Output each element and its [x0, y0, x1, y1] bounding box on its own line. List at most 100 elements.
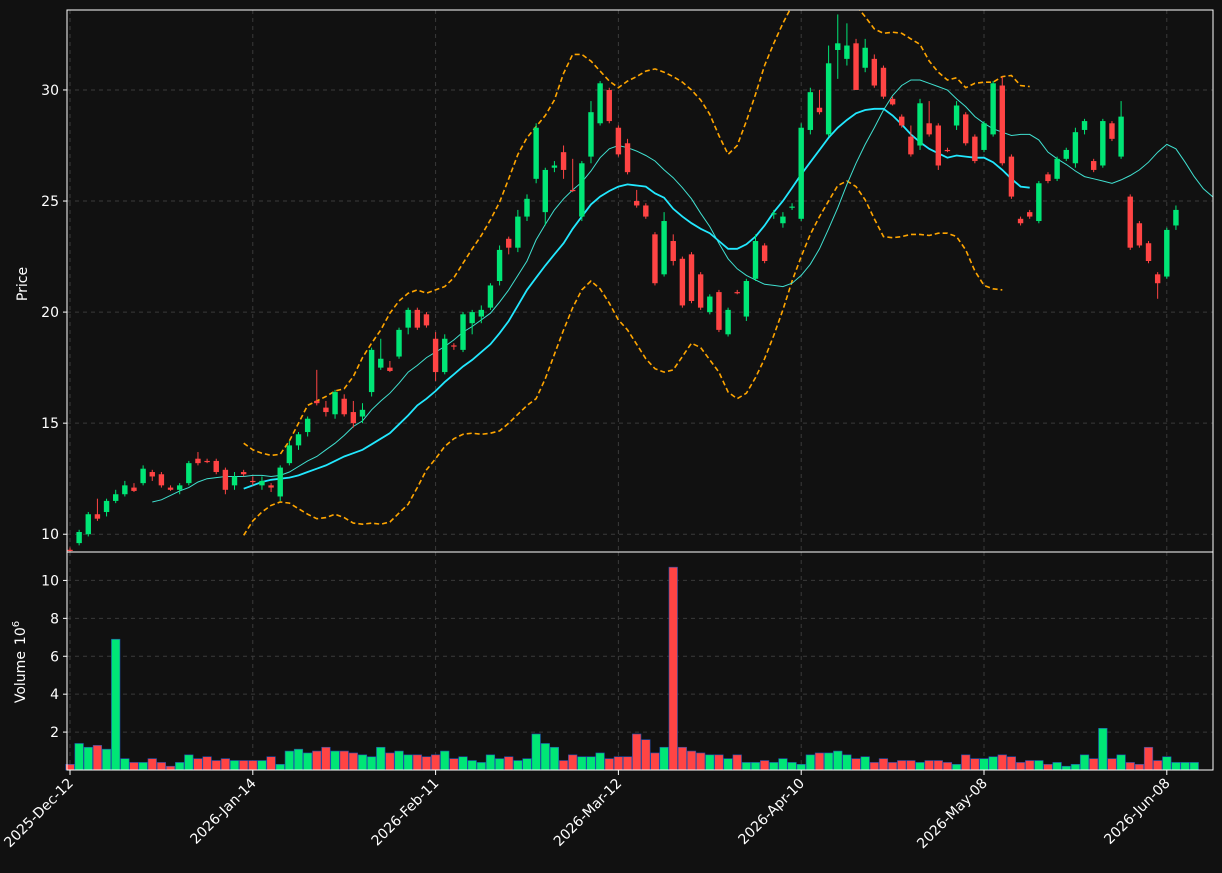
volume-bar	[303, 752, 313, 771]
candlestick	[1063, 147, 1069, 162]
candlestick	[451, 343, 457, 350]
candle-body	[131, 487, 137, 491]
volume-bar	[1134, 764, 1144, 771]
candlestick	[615, 125, 622, 157]
candlestick	[387, 360, 393, 373]
candlestick	[332, 389, 338, 419]
candlestick	[917, 98, 923, 150]
candle-body	[679, 258, 686, 306]
volume-bar	[677, 746, 687, 771]
volume-bar	[769, 762, 779, 771]
volume-bar	[1107, 758, 1117, 771]
candle-body	[1109, 123, 1115, 139]
candlestick	[167, 485, 174, 491]
candle-body	[304, 418, 311, 433]
volume-bar	[531, 733, 541, 771]
candlestick	[122, 480, 128, 497]
candlestick	[405, 307, 411, 335]
candlestick	[816, 89, 823, 115]
volume-bar	[239, 760, 249, 771]
volume-bar	[504, 756, 514, 771]
candlestick	[588, 101, 594, 164]
volume-bar	[513, 760, 523, 771]
volume-bar	[750, 762, 761, 771]
candle-body	[926, 123, 932, 135]
candlestick	[341, 394, 347, 417]
volume-bar	[193, 758, 203, 771]
candle-body	[871, 58, 878, 86]
candle-body	[368, 349, 375, 393]
candle-body	[496, 249, 503, 281]
candle-body	[597, 83, 603, 124]
candle-body	[542, 169, 548, 213]
candle-body	[414, 309, 421, 328]
candle-body	[935, 125, 941, 166]
candle-body	[789, 206, 795, 208]
candlestick	[780, 212, 786, 228]
candlestick	[1118, 101, 1124, 159]
volume-bar	[440, 750, 450, 771]
candlestick	[533, 123, 539, 184]
candlestick	[643, 203, 649, 219]
candlestick	[771, 209, 777, 219]
volume-y-tick-label: 6	[50, 649, 59, 665]
candlestick	[368, 347, 375, 397]
candlestick	[579, 161, 585, 222]
volume-bar	[1089, 758, 1099, 771]
candle-body	[149, 472, 155, 477]
candlestick	[515, 209, 521, 253]
volume-bar	[275, 764, 285, 771]
candle-body	[432, 338, 439, 373]
volume-bar	[696, 752, 706, 771]
candlestick	[798, 123, 804, 222]
volume-bar	[220, 758, 230, 771]
candlestick	[1027, 209, 1033, 219]
candlestick	[277, 465, 283, 501]
candlestick	[1017, 216, 1024, 226]
volume-axis-label-text: Volume	[13, 651, 29, 703]
price-y-tick-label: 10	[41, 527, 59, 543]
candle-body	[752, 241, 759, 279]
candle-body	[999, 85, 1005, 164]
candle-body	[1072, 132, 1079, 164]
candle-body	[707, 296, 713, 313]
candlestick	[990, 81, 996, 137]
volume-bar	[1052, 762, 1062, 771]
candlestick	[1136, 221, 1143, 248]
candlestick	[981, 121, 987, 153]
volume-bar	[147, 758, 157, 771]
volume-bar	[558, 760, 569, 771]
candlestick	[378, 338, 384, 370]
price-y-ticks: 10 15 20 25 30	[41, 83, 67, 543]
candlestick	[432, 332, 439, 381]
volume-bar	[111, 638, 121, 771]
volume-bar	[430, 754, 441, 771]
candle-body	[798, 127, 804, 219]
candlestick	[1090, 158, 1097, 173]
candlestick	[761, 243, 768, 264]
volume-bar	[659, 746, 669, 771]
candle-body	[487, 285, 494, 308]
candle-body	[917, 103, 923, 146]
candle-body	[816, 107, 823, 113]
candle-body	[122, 485, 128, 495]
candlestick	[186, 460, 192, 486]
candle-body	[670, 241, 676, 262]
candle-body	[167, 487, 174, 490]
price-y-tick-label: 25	[41, 194, 59, 210]
price-y-tick-label: 15	[41, 416, 59, 432]
volume-y-tick-label: 10	[41, 573, 59, 589]
candlestick	[944, 147, 951, 153]
volume-bar	[412, 754, 422, 771]
volume-bar	[997, 754, 1007, 771]
candlestick	[835, 14, 841, 79]
candlestick	[1154, 272, 1161, 299]
volume-bar	[357, 754, 368, 771]
volume-bar	[485, 754, 496, 771]
volume-bar	[175, 762, 185, 771]
candle-body	[231, 476, 238, 486]
candle-body	[1136, 223, 1143, 246]
candlestick	[304, 416, 311, 437]
volume-bar	[824, 752, 834, 771]
